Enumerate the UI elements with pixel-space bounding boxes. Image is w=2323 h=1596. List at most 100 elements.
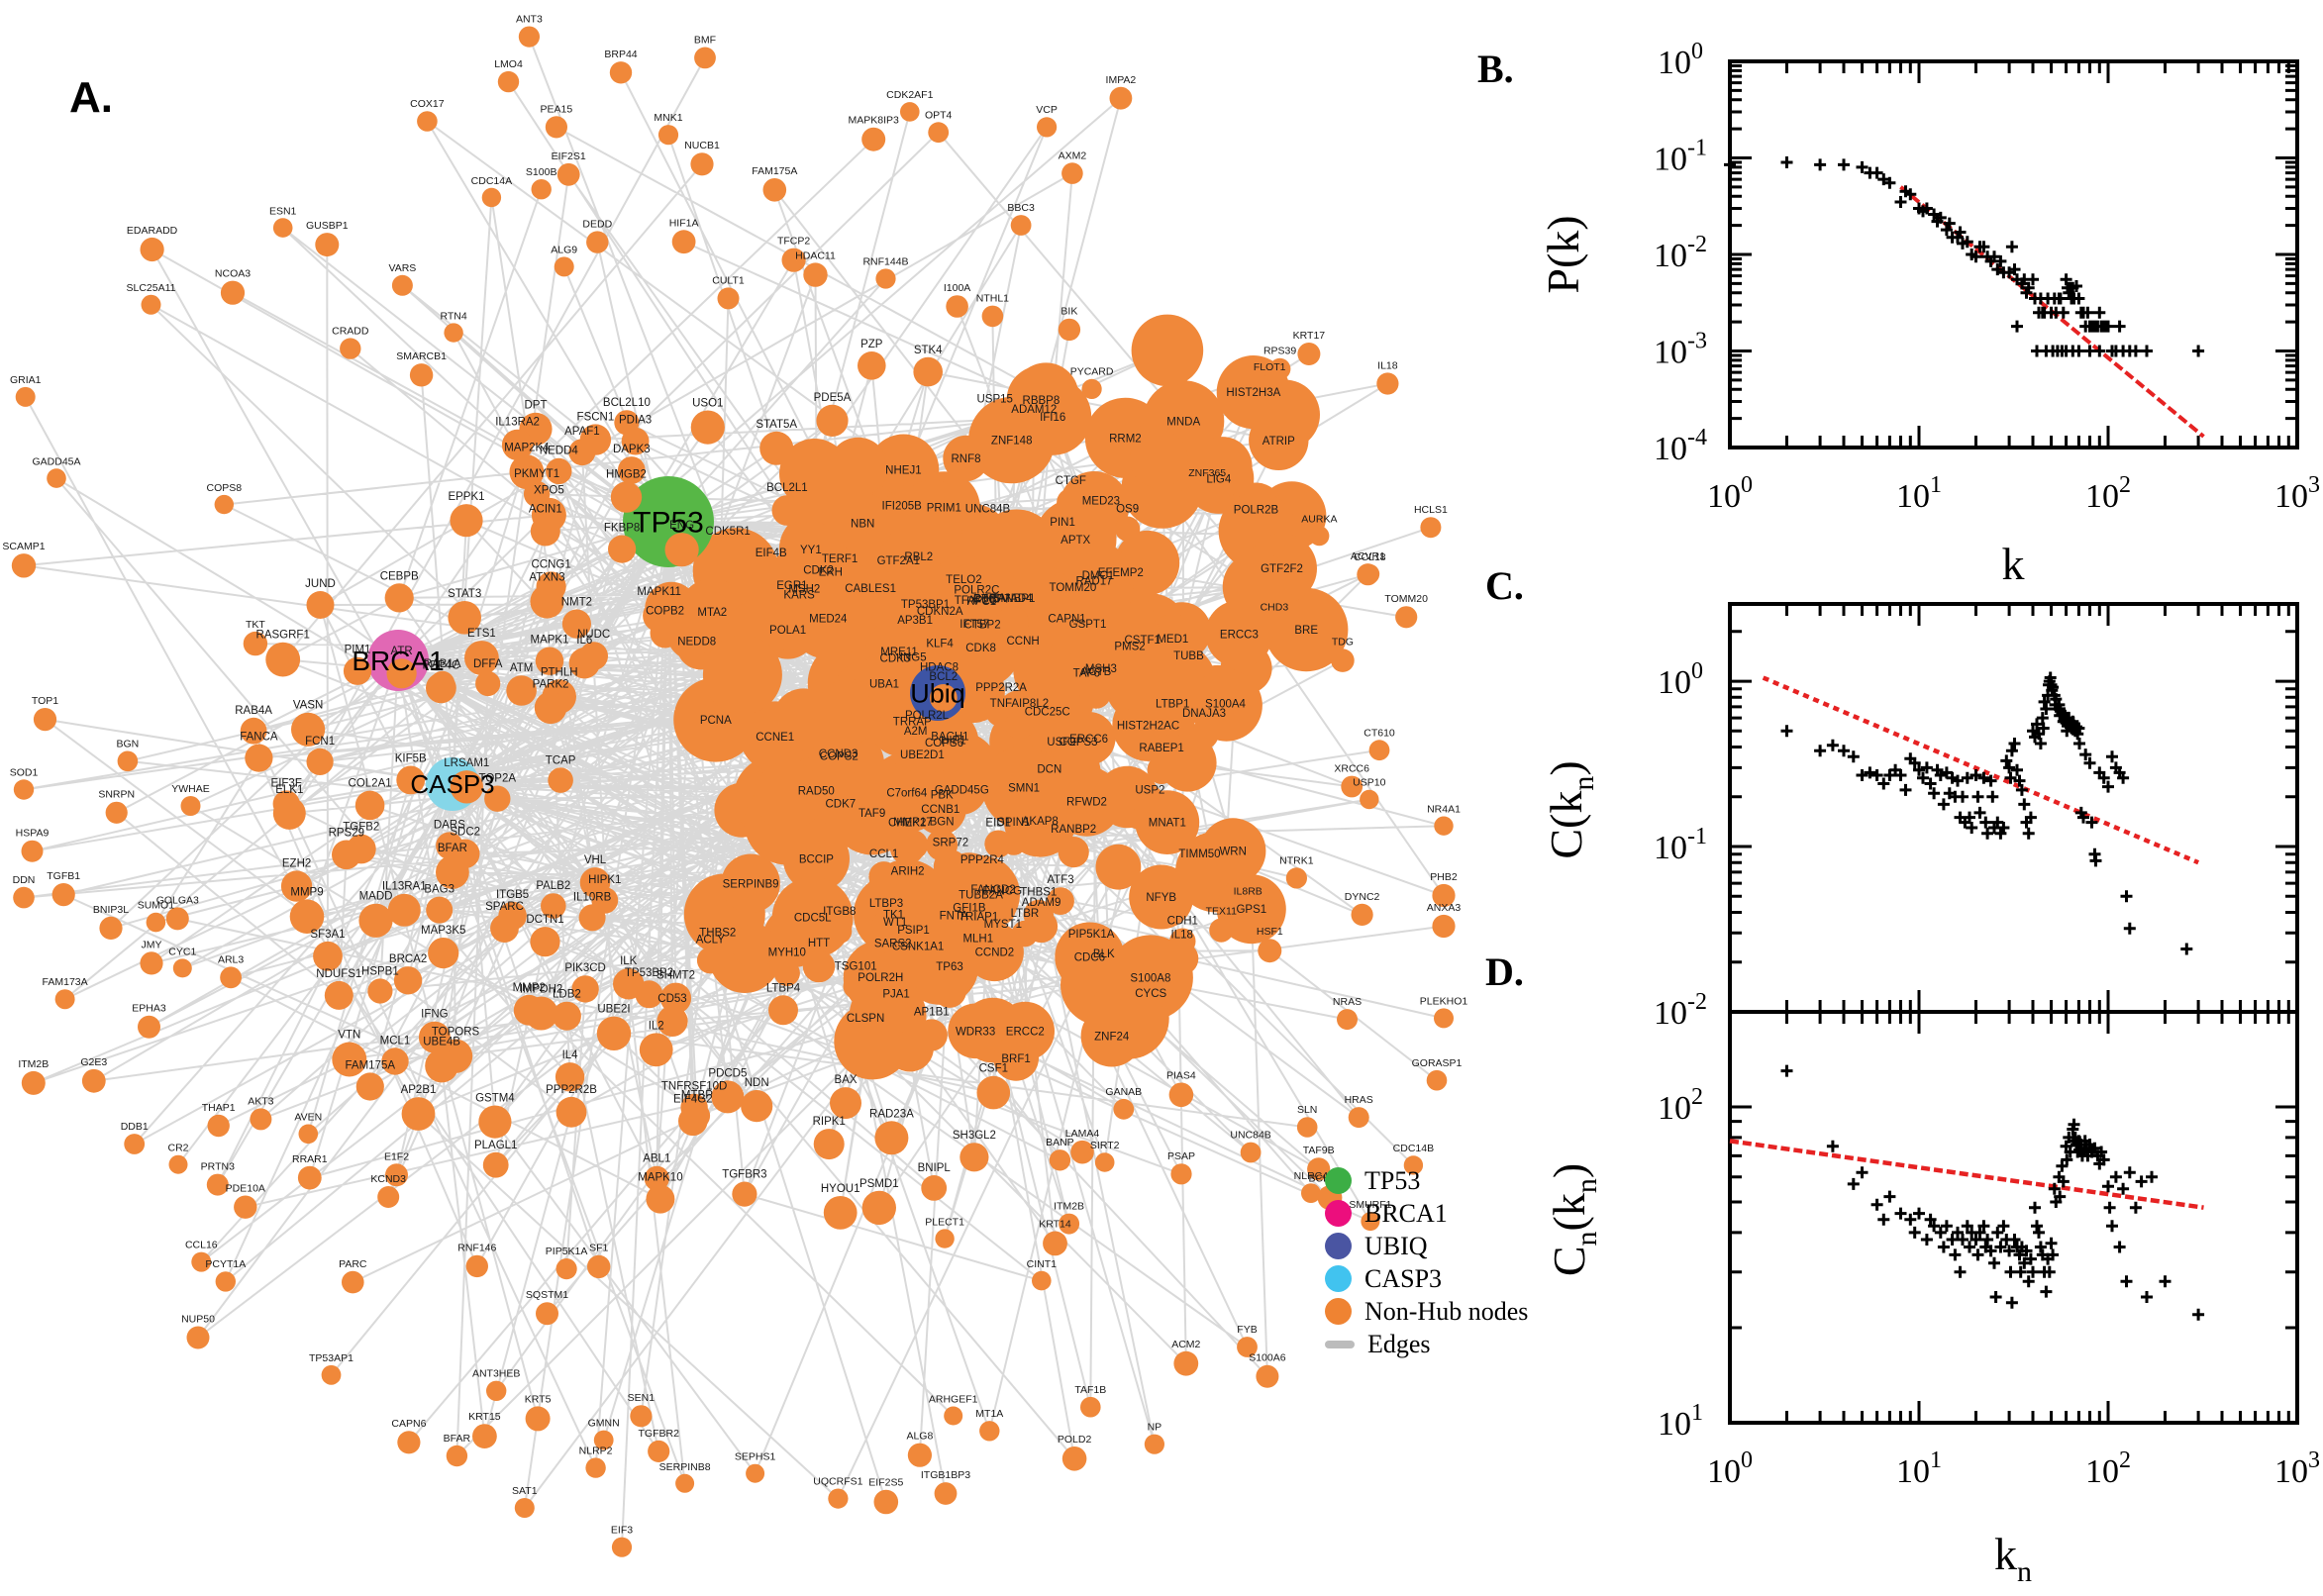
network-node bbox=[690, 152, 714, 176]
network-node-label: RIPK1 bbox=[813, 1116, 846, 1128]
network-node-label: BNIPL bbox=[918, 1162, 952, 1174]
network-node bbox=[981, 305, 1004, 328]
network-node-label: IL13RA2 bbox=[495, 417, 540, 429]
network-node bbox=[315, 233, 340, 257]
network-node bbox=[1434, 1008, 1454, 1029]
network-node bbox=[165, 907, 189, 931]
network-node-label: FANCA bbox=[240, 732, 278, 744]
network-node-label: DYNC2 bbox=[1345, 891, 1380, 903]
network-node bbox=[117, 750, 139, 772]
network-node-label: PDE5A bbox=[814, 392, 852, 404]
network-node bbox=[921, 1175, 948, 1201]
network-node-label: RPS39 bbox=[1263, 346, 1296, 357]
network-node-label: MMP17 bbox=[893, 817, 933, 829]
tick-label: 103 bbox=[2274, 1447, 2320, 1490]
network-node-label: ALG9 bbox=[551, 244, 577, 255]
network-node bbox=[1058, 318, 1081, 342]
network-node-label: GSTM4 bbox=[475, 1093, 515, 1105]
network-node bbox=[1351, 903, 1373, 927]
network-node bbox=[1032, 1270, 1052, 1291]
network-node-label: MED23 bbox=[1082, 496, 1120, 508]
network-node-label: OS9 bbox=[1116, 504, 1139, 516]
network-node bbox=[1240, 1142, 1262, 1163]
network-node-label: NR4A1 bbox=[1427, 804, 1461, 816]
network-node-label: CCL1 bbox=[869, 848, 898, 860]
network-node-label: USP10 bbox=[1353, 777, 1385, 789]
network-node-label: CCL18 bbox=[1354, 551, 1386, 563]
network-node-label: CHEK2 bbox=[888, 818, 926, 830]
network-node bbox=[1168, 1082, 1194, 1108]
network-node-label: G2E3 bbox=[80, 1056, 107, 1068]
network-node bbox=[401, 1097, 436, 1131]
network-node bbox=[21, 840, 44, 862]
network-node bbox=[593, 1430, 614, 1450]
hub-node-label-tp53: TP53 bbox=[633, 507, 704, 540]
network-node bbox=[993, 1035, 1039, 1081]
network-node-label: CDH1 bbox=[1167, 915, 1198, 927]
network-node-label: ZNF365 bbox=[1188, 467, 1226, 479]
network-node-label: SERPINB8 bbox=[659, 1461, 711, 1473]
network-node bbox=[1057, 488, 1085, 517]
network-node-label: NMT2 bbox=[561, 597, 592, 609]
network-node-label: DMC1 bbox=[1082, 570, 1115, 582]
network-node bbox=[513, 994, 545, 1026]
network-node-label: LTBP1 bbox=[1156, 699, 1189, 711]
network-node bbox=[450, 770, 483, 804]
network-node bbox=[1113, 1098, 1135, 1120]
network-node-label: WDR33 bbox=[956, 1026, 995, 1038]
node-swatch-icon bbox=[1325, 1265, 1352, 1292]
network-node-label: BCL2L10 bbox=[603, 397, 651, 409]
network-node bbox=[387, 893, 421, 927]
network-node bbox=[976, 1075, 1011, 1110]
network-node bbox=[561, 609, 592, 639]
network-node bbox=[1285, 867, 1307, 889]
network-node bbox=[1348, 1107, 1369, 1129]
network-node bbox=[974, 606, 1003, 635]
network-node-label: SLN bbox=[1297, 1104, 1317, 1116]
network-node-label: RBBP7 bbox=[973, 594, 1011, 606]
network-node-label: CTCF bbox=[973, 594, 1004, 606]
node-swatch-icon bbox=[1325, 1233, 1352, 1259]
network-node-label: TEX11 bbox=[1206, 906, 1237, 918]
network-node bbox=[418, 1021, 451, 1053]
network-node bbox=[475, 670, 501, 697]
network-node bbox=[568, 439, 596, 466]
network-node-label: TK1 bbox=[883, 909, 904, 921]
network-node-label: PLECT1 bbox=[925, 1216, 964, 1228]
network-node bbox=[630, 1405, 653, 1428]
network-node bbox=[498, 901, 527, 931]
network-node-label: MTBP bbox=[681, 1090, 713, 1102]
network-node-label: EGR1 bbox=[776, 580, 807, 592]
network-node-label: ITGB1BP3 bbox=[921, 1469, 970, 1481]
network-node-label: TAF1B bbox=[1074, 1384, 1106, 1396]
hub-node-label-casp3: CASP3 bbox=[410, 769, 494, 799]
network-node-label: PPP2R2A bbox=[975, 682, 1027, 694]
network-node-label: VHL bbox=[584, 854, 607, 866]
network-node-label: IL18 bbox=[1171, 930, 1193, 942]
network-node-label: ANT3HEB bbox=[472, 1368, 520, 1380]
network-node-label: AP3B1 bbox=[897, 615, 933, 627]
network-node bbox=[936, 744, 964, 773]
network-node-label: TAF9 bbox=[858, 808, 885, 820]
network-node bbox=[140, 237, 164, 262]
network-node bbox=[81, 1068, 106, 1093]
network-node-label: COL2A1 bbox=[349, 778, 392, 790]
network-node bbox=[1301, 1183, 1321, 1203]
network-node-label: COPS8 bbox=[206, 482, 242, 494]
network-node bbox=[250, 1108, 272, 1131]
network-node-label: WRN bbox=[1219, 847, 1246, 858]
network-node-label: DARS bbox=[434, 819, 465, 831]
network-node-label: PALB2 bbox=[536, 880, 570, 892]
network-node-label: PYCARD bbox=[1070, 366, 1114, 378]
network-node-label: ESN1 bbox=[269, 205, 297, 217]
network-node-label: RABEP1 bbox=[1139, 743, 1183, 754]
network-node-label: KLF4 bbox=[926, 639, 954, 650]
network-node-label: KCND3 bbox=[370, 1173, 406, 1185]
network-node bbox=[444, 323, 463, 343]
network-node bbox=[979, 406, 1010, 438]
network-node-label: RNF146 bbox=[457, 1243, 496, 1254]
network-node bbox=[880, 1001, 913, 1034]
network-node-label: IL13RA1 bbox=[382, 881, 427, 893]
network-node bbox=[898, 937, 929, 968]
network-node-label: BRP44 bbox=[604, 49, 637, 60]
